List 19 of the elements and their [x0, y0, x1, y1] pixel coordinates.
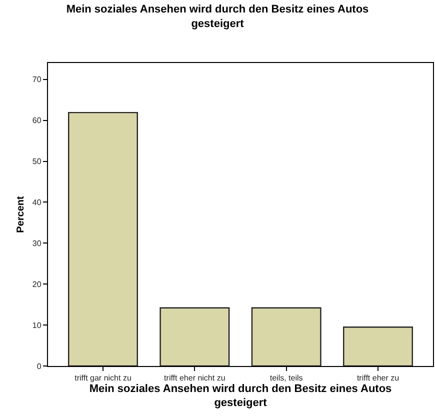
- x-tick-label: teils, teils: [270, 374, 303, 383]
- y-tick-label: 20: [32, 280, 42, 289]
- y-tick-label: 70: [32, 75, 42, 84]
- y-tick-label: 30: [32, 238, 42, 248]
- bar: [343, 326, 413, 366]
- x-axis-title: Mein soziales Ansehen wird durch den Besitz eines Autos gesteigert: [89, 382, 392, 410]
- x-tick-label: trifft eher nicht zu: [164, 374, 226, 383]
- chart-title: Mein soziales Ansehen wird durch den Besitz eines Autos gesteigert: [66, 4, 369, 30]
- y-tick-label: 60: [32, 116, 42, 126]
- y-axis-title: Percent: [15, 195, 26, 233]
- bar: [160, 307, 230, 366]
- y-tick-label: 40: [32, 198, 42, 208]
- x-tick-label: trifft eher zu: [356, 374, 400, 383]
- bar: [68, 112, 138, 366]
- y-tick-label: 0: [36, 362, 42, 371]
- bar: [251, 307, 322, 366]
- y-tick-label: 50: [32, 157, 42, 166]
- x-tick-label: trifft gar nicht zu: [74, 374, 132, 383]
- y-tick-label: 10: [32, 320, 42, 330]
